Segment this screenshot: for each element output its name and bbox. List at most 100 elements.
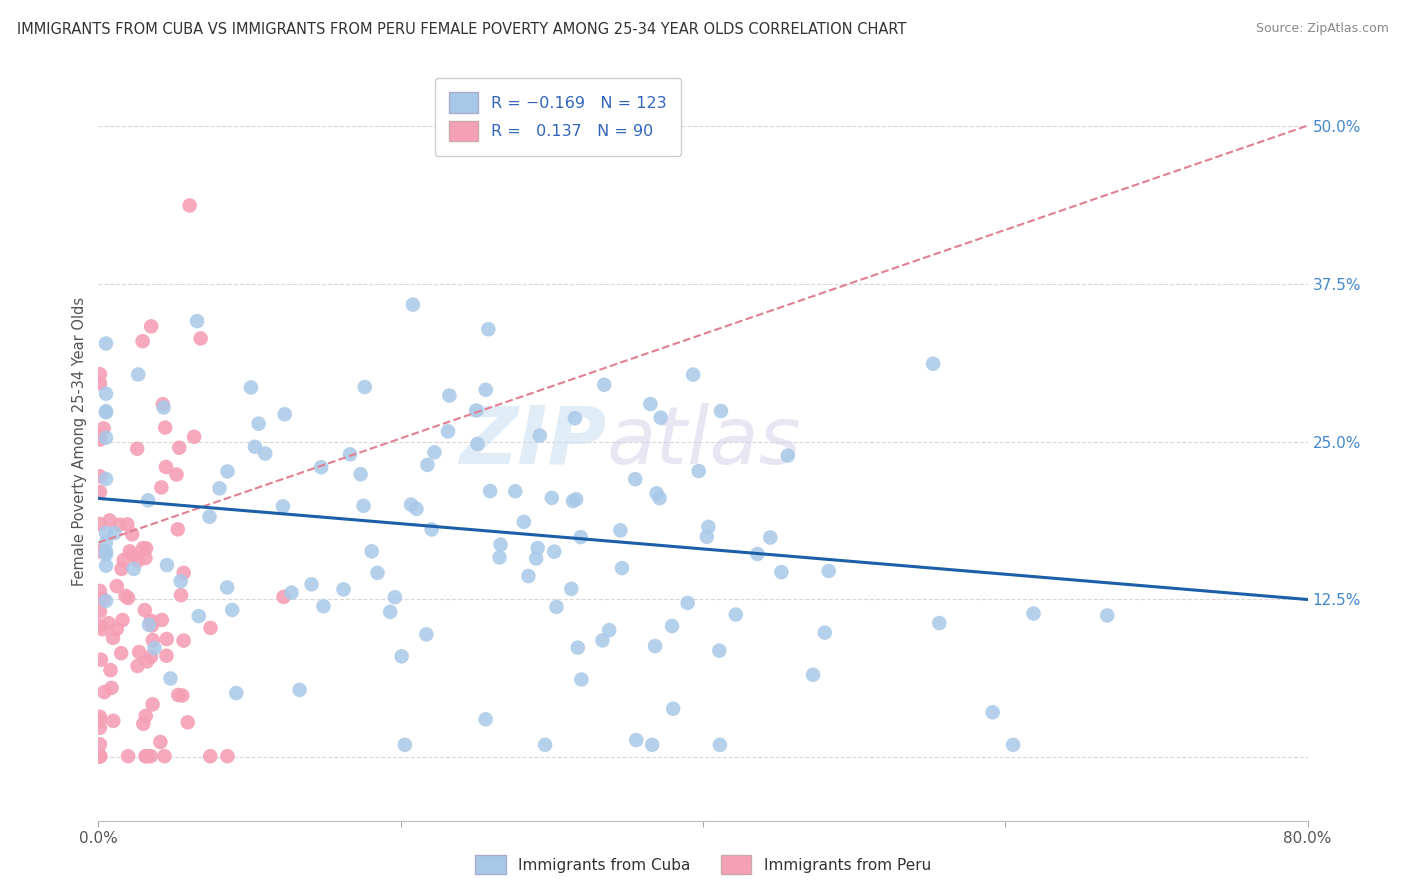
Point xyxy=(1097,608,1119,623)
Point xyxy=(94,472,117,486)
Point xyxy=(380,605,402,619)
Point xyxy=(243,440,266,454)
Point xyxy=(127,368,149,382)
Point xyxy=(271,500,294,514)
Point xyxy=(150,613,173,627)
Point xyxy=(288,682,311,697)
Text: atlas: atlas xyxy=(606,402,801,481)
Point xyxy=(118,544,141,558)
Point xyxy=(112,553,135,567)
Point xyxy=(564,411,586,425)
Point xyxy=(420,523,443,537)
Point xyxy=(170,588,193,602)
Point xyxy=(759,531,782,545)
Point xyxy=(273,590,295,604)
Point xyxy=(526,541,548,555)
Point xyxy=(560,582,582,596)
Point xyxy=(114,589,136,603)
Point xyxy=(503,484,526,499)
Point xyxy=(122,562,145,576)
Point xyxy=(517,569,540,583)
Point xyxy=(524,551,547,566)
Point xyxy=(172,689,194,703)
Point xyxy=(127,442,149,456)
Point xyxy=(200,621,222,635)
Point xyxy=(221,603,243,617)
Point xyxy=(280,585,302,599)
Point xyxy=(513,515,536,529)
Point xyxy=(240,380,263,394)
Text: ZIP: ZIP xyxy=(458,402,606,481)
Point xyxy=(135,708,157,723)
Point xyxy=(747,547,769,561)
Point xyxy=(814,625,837,640)
Legend: R = −0.169   N = 123, R =   0.137   N = 90: R = −0.169 N = 123, R = 0.137 N = 90 xyxy=(434,78,681,156)
Point xyxy=(101,631,124,645)
Point xyxy=(366,566,388,580)
Point xyxy=(540,491,562,505)
Point xyxy=(349,467,371,482)
Point xyxy=(179,198,201,212)
Point xyxy=(156,632,179,646)
Point xyxy=(770,565,793,579)
Point xyxy=(132,716,155,731)
Point xyxy=(225,686,247,700)
Point xyxy=(139,614,162,628)
Point xyxy=(135,541,157,556)
Point xyxy=(217,464,239,478)
Point xyxy=(89,376,111,391)
Point xyxy=(391,649,413,664)
Point xyxy=(89,584,111,599)
Point xyxy=(696,530,718,544)
Point xyxy=(100,681,122,695)
Point xyxy=(89,749,111,764)
Point xyxy=(394,738,416,752)
Point xyxy=(128,645,150,659)
Point xyxy=(143,640,166,655)
Point xyxy=(247,417,270,431)
Point xyxy=(217,749,239,764)
Point xyxy=(110,646,132,660)
Y-axis label: Female Poverty Among 25-34 Year Olds: Female Poverty Among 25-34 Year Olds xyxy=(72,297,87,586)
Point xyxy=(134,551,156,566)
Point xyxy=(90,653,112,667)
Point xyxy=(662,702,685,716)
Legend: Immigrants from Cuba, Immigrants from Peru: Immigrants from Cuba, Immigrants from Pe… xyxy=(470,849,936,880)
Point xyxy=(132,541,155,556)
Point xyxy=(93,685,115,699)
Point xyxy=(155,648,177,663)
Point xyxy=(108,517,131,532)
Point xyxy=(138,618,160,632)
Point xyxy=(423,445,446,459)
Point xyxy=(190,331,212,345)
Point xyxy=(153,749,176,764)
Point xyxy=(89,710,111,724)
Point xyxy=(565,492,588,507)
Point xyxy=(676,596,699,610)
Point xyxy=(640,397,662,411)
Point xyxy=(105,622,128,636)
Point xyxy=(89,469,111,483)
Point xyxy=(1022,607,1045,621)
Point xyxy=(309,460,332,475)
Point xyxy=(569,530,592,544)
Point xyxy=(97,616,120,631)
Point xyxy=(467,437,489,451)
Point xyxy=(489,538,512,552)
Point xyxy=(688,464,710,478)
Point xyxy=(477,322,499,336)
Point xyxy=(301,577,323,591)
Point xyxy=(156,558,179,573)
Point xyxy=(593,377,616,392)
Point xyxy=(644,639,666,653)
Point xyxy=(817,564,839,578)
Point xyxy=(801,667,824,681)
Point xyxy=(111,613,134,627)
Point xyxy=(155,459,177,474)
Point xyxy=(353,499,375,513)
Point xyxy=(94,547,117,561)
Point xyxy=(208,481,231,495)
Point xyxy=(121,527,143,541)
Point xyxy=(650,410,672,425)
Point xyxy=(93,421,115,435)
